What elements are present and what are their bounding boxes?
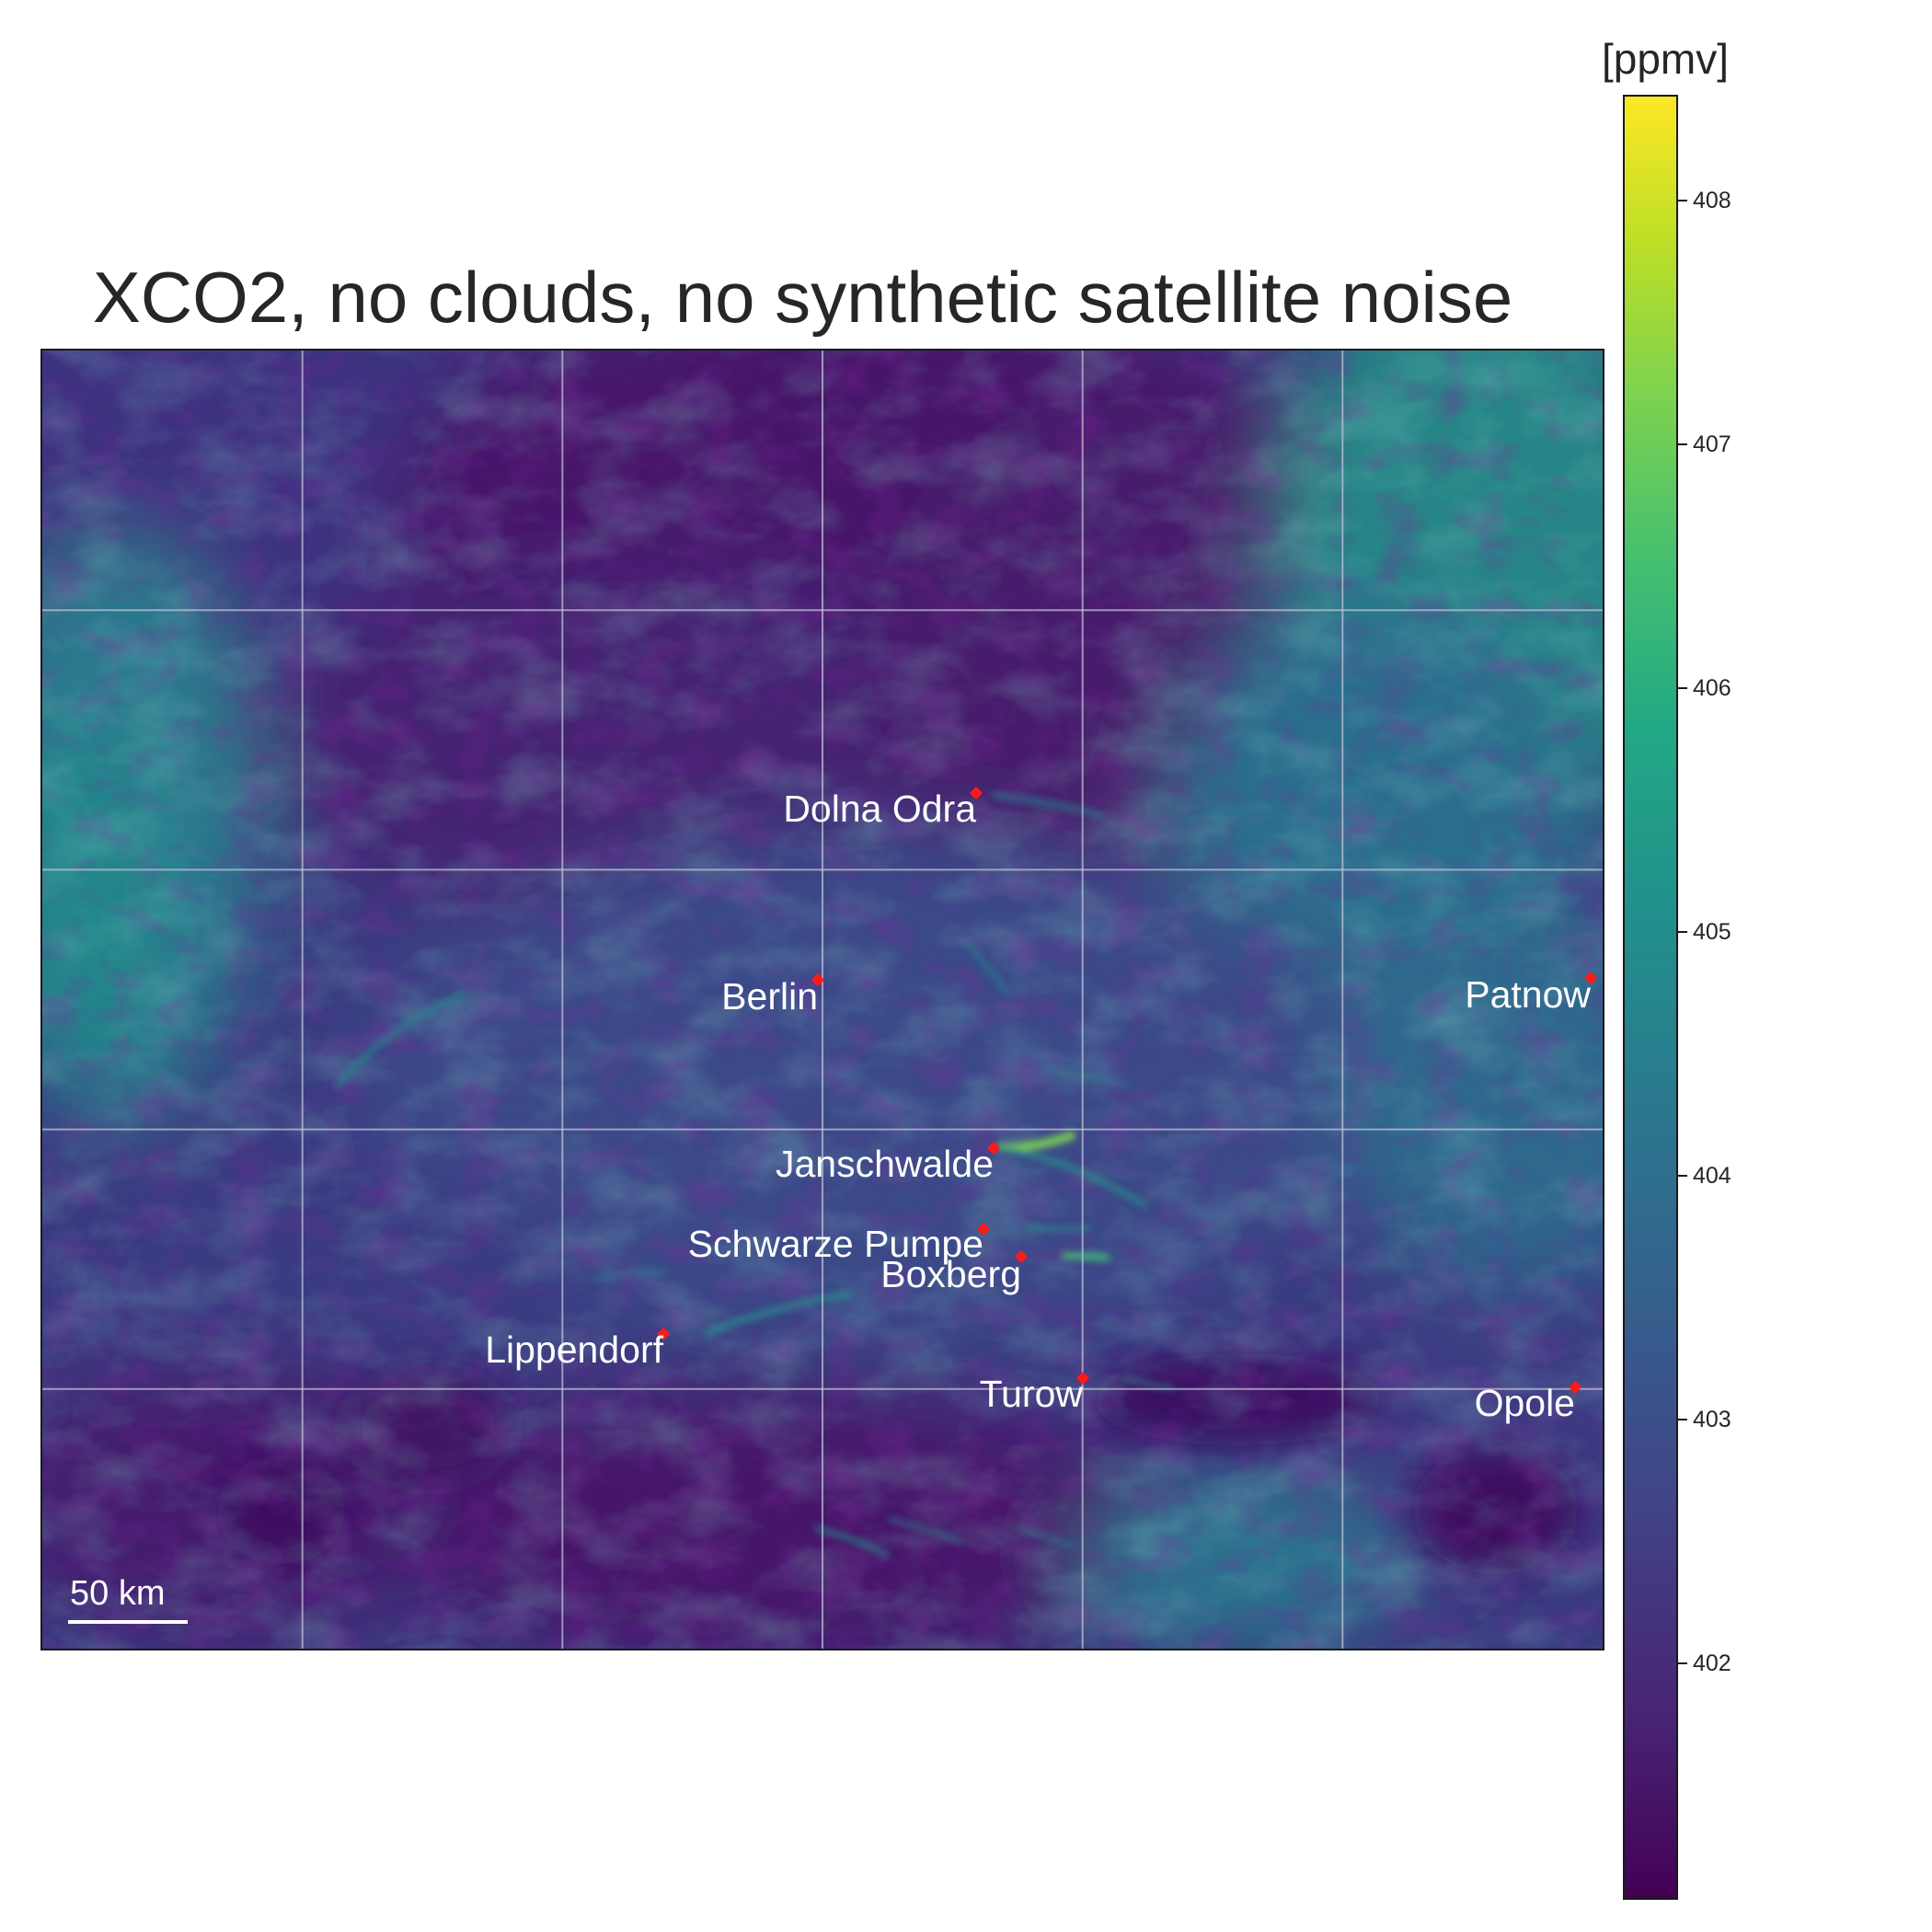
colorbar-tick-label: 404 (1693, 1163, 1731, 1189)
power-plant-label-berlin: Berlin (721, 975, 818, 1018)
scale-bar-label: 50 km (70, 1574, 166, 1613)
colorbar-tick-label: 407 (1693, 431, 1731, 457)
colorbar-tick-label: 408 (1693, 188, 1731, 213)
colorbar (1623, 95, 1678, 1900)
power-plant-label-opole: Opole (1474, 1382, 1575, 1424)
power-plant-label-boxberg: Boxberg (880, 1253, 1021, 1295)
power-plant-label-patnow: Patnow (1465, 973, 1591, 1016)
scale-bar (68, 1620, 188, 1624)
colorbar-tick-label: 403 (1693, 1407, 1731, 1432)
map-panel[interactable]: Dolna Odra Berlin Patnow Janschwalde Sch… (40, 349, 1604, 1650)
colorbar-tick-label: 406 (1693, 675, 1731, 701)
power-plant-label-dolna-odra: Dolna Odra (783, 788, 976, 830)
power-plant-label-schwarze-pumpe: Schwarze Pumpe (687, 1223, 983, 1265)
colorbar-tick-label: 405 (1693, 919, 1731, 945)
power-plant-label-turow: Turow (979, 1373, 1083, 1415)
colorbar-unit-label: [ppmv] (1601, 35, 1730, 83)
power-plant-label-janschwalde: Janschwalde (775, 1143, 994, 1185)
xco2-field-image (42, 351, 1603, 1649)
colorbar-tick-label: 402 (1693, 1650, 1731, 1676)
colorbar-ticks: 402 403 404 405 406 407 408 (1678, 95, 1788, 1900)
emission-plumes (334, 792, 1582, 1558)
power-plant-label-lippendorf: Lippendorf (485, 1328, 663, 1371)
page-title: XCO2, no clouds, no synthetic satellite … (92, 257, 1513, 338)
map-gridlines (42, 351, 1603, 1649)
